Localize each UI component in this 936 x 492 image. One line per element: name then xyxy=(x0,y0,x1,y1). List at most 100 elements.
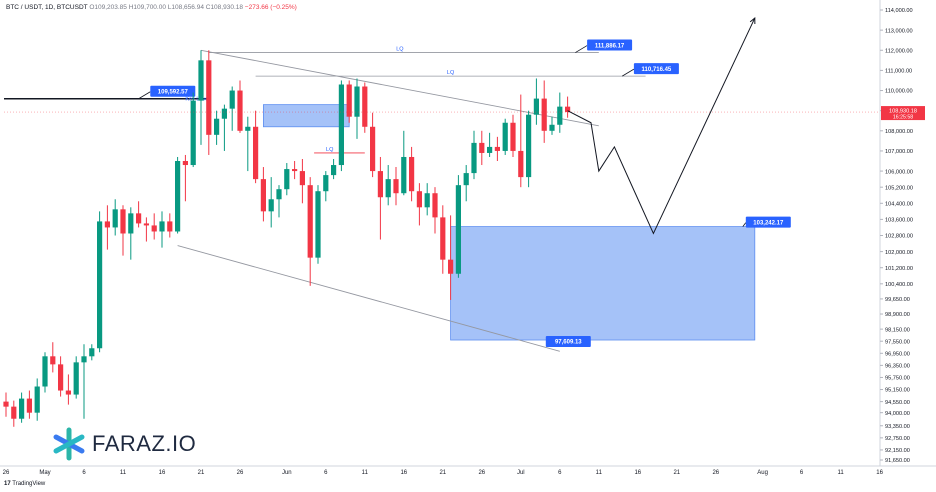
lq-high-text: LQ xyxy=(396,47,404,53)
y-tick-label: 113,000.00 xyxy=(885,28,913,34)
zone-top-badge-text: 103,242.17 xyxy=(753,220,784,226)
candle-body xyxy=(338,84,344,166)
candle-body xyxy=(229,90,235,109)
candle-body xyxy=(253,126,259,180)
candle-body xyxy=(167,221,173,232)
x-tick-label: 6 xyxy=(800,470,804,476)
y-tick-label: 112,000.00 xyxy=(885,48,913,54)
y-tick-label: 98,150.00 xyxy=(885,327,910,333)
zone-top-connector xyxy=(742,222,747,227)
zone-bottom-badge-text: 97,609.13 xyxy=(555,340,582,346)
candle-body xyxy=(541,98,547,131)
x-tick-label: Jun xyxy=(282,470,292,476)
lq-mid-text: LQ xyxy=(447,70,455,76)
candle-body xyxy=(557,106,563,125)
y-tick-label: 94,550.00 xyxy=(885,400,910,406)
y-tick-label: 105,200.00 xyxy=(885,185,913,191)
candle-body xyxy=(424,193,430,208)
x-tick-label: 21 xyxy=(673,470,680,476)
candle-body xyxy=(565,106,571,113)
y-tick-label: 106,000.00 xyxy=(885,169,913,175)
candle-body xyxy=(50,356,56,365)
x-tick-label: Jul xyxy=(517,470,525,476)
candle-body xyxy=(26,398,32,413)
candle-body xyxy=(354,86,360,117)
candle-body xyxy=(463,173,469,186)
last-price-badge xyxy=(881,106,925,121)
candle-body xyxy=(377,171,383,198)
candle-body xyxy=(487,146,493,153)
x-tick-label: 26 xyxy=(237,470,244,476)
candle-body xyxy=(81,356,87,363)
key-level-text: Key Level xyxy=(185,97,209,103)
candle-body xyxy=(385,179,391,198)
candle-body xyxy=(19,398,25,419)
candle-body xyxy=(533,98,539,115)
x-tick-label: 21 xyxy=(198,470,205,476)
faraz-logo: FARAZ.IO xyxy=(52,427,196,461)
x-tick-label: Aug xyxy=(757,470,768,476)
candle-body xyxy=(370,126,376,172)
candle-body xyxy=(299,171,305,186)
tradingview-credit[interactable]: 17 TradingView xyxy=(4,481,45,487)
channel-upper-line xyxy=(200,49,599,127)
key-level-connector xyxy=(138,91,151,100)
symbol-header: BTC / USDT, 1D, BTCUSDT O109,203.85 H109… xyxy=(6,4,297,11)
x-tick-label: 26 xyxy=(3,470,10,476)
candle-body xyxy=(58,364,64,391)
x-tick-label: 6 xyxy=(558,470,562,476)
x-tick-label: 26 xyxy=(478,470,485,476)
y-tick-label: 104,400.00 xyxy=(885,201,913,207)
candle-body xyxy=(549,124,555,131)
y-tick-label: 94,000.00 xyxy=(885,411,910,417)
y-tick-label: 92,150.00 xyxy=(885,448,910,454)
x-tick-label: 11 xyxy=(596,470,603,476)
candle-body xyxy=(34,386,40,413)
y-tick-label: 95,150.00 xyxy=(885,388,910,394)
last-price-label: 108,930.18 xyxy=(889,109,917,115)
y-tick-label: 98,900.00 xyxy=(885,312,910,318)
x-tick-label: 16 xyxy=(634,470,641,476)
x-tick-label: 6 xyxy=(324,470,328,476)
y-tick-label: 114,000.00 xyxy=(885,8,913,14)
candle-body xyxy=(128,213,134,234)
y-tick-label: 96,950.00 xyxy=(885,351,910,357)
ohlc-change: −273.66 (−0.25%) xyxy=(244,4,297,11)
candle-body xyxy=(471,142,477,174)
candle-body xyxy=(260,179,266,212)
lq-high-badge-text: 111,886.17 xyxy=(595,43,625,49)
projection-arrowhead xyxy=(749,17,756,25)
candle-body xyxy=(307,185,313,258)
candle-body xyxy=(89,348,95,357)
y-tick-label: 99,650.00 xyxy=(885,297,910,303)
y-tick-label: 101,200.00 xyxy=(885,266,913,272)
candle-body xyxy=(455,185,461,274)
y-tick-label: 102,800.00 xyxy=(885,234,913,240)
y-tick-label: 96,350.00 xyxy=(885,364,910,370)
candle-body xyxy=(175,161,181,232)
candle-body xyxy=(409,156,415,192)
key-level-badge-text: 109,592.57 xyxy=(158,89,189,95)
x-tick-label: 16 xyxy=(159,470,166,476)
candle-body xyxy=(518,150,524,178)
candle-body xyxy=(151,225,157,232)
y-tick-label: 100,400.00 xyxy=(885,282,913,288)
candle-body xyxy=(214,118,220,135)
lq-mid-badge-text: 110,716.45 xyxy=(642,67,672,73)
candle-body xyxy=(11,406,17,419)
candle-body xyxy=(432,193,438,218)
tradingview-logo-icon: 17 xyxy=(4,481,11,487)
x-tick-label: May xyxy=(39,470,50,476)
x-tick-label: 11 xyxy=(362,470,369,476)
candle-body xyxy=(136,213,142,224)
candle-body xyxy=(245,126,251,131)
small-demand-zone xyxy=(262,104,350,128)
y-tick-label: 91,650.00 xyxy=(885,458,910,464)
candle-body xyxy=(416,191,422,208)
y-tick-label: 92,750.00 xyxy=(885,436,910,442)
candle-body xyxy=(268,199,274,212)
candle-body xyxy=(120,209,126,234)
y-tick-label: 110,000.00 xyxy=(885,89,913,95)
zone-top-badge xyxy=(745,216,791,228)
